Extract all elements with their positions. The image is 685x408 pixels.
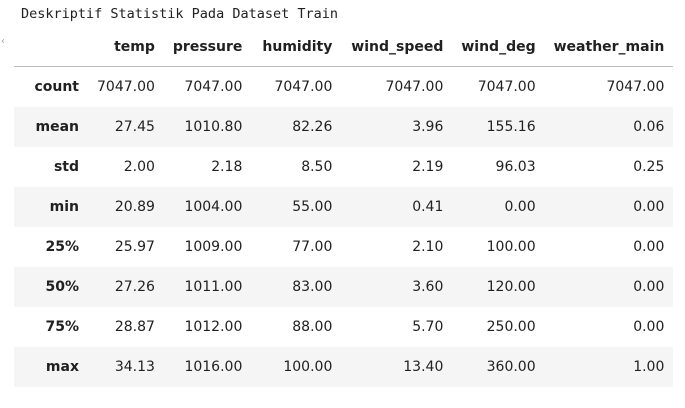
header-pressure: pressure	[163, 28, 252, 67]
table-cell: 2.00	[123, 159, 155, 175]
table-row: min 20.89 1004.00 55.00 0.41 0.00 0.00	[14, 187, 674, 227]
table-cell: 1004.00	[184, 199, 243, 215]
table-cell: 13.40	[403, 359, 444, 375]
table-cell: 27.26	[114, 279, 155, 295]
table-cell: 0.00	[633, 239, 665, 255]
table-row: 25% 25.97 1009.00 77.00 2.10 100.00 0.00	[14, 227, 673, 267]
table-cell: 100.00	[486, 239, 536, 255]
table-row: std 2.00 2.18 8.50 2.19 96.03 0.25	[14, 147, 673, 187]
scroll-indicator-icon: ‹	[0, 36, 4, 47]
table-cell: 27.45	[114, 119, 155, 135]
table-cell: 88.00	[292, 319, 333, 335]
header-index	[14, 28, 88, 67]
header-wind-deg: wind_deg	[452, 28, 545, 67]
row-label: mean	[35, 119, 80, 135]
table-row: mean 27.45 1010.80 82.26 3.96 155.16 0.0…	[14, 107, 674, 147]
table-cell: 0.00	[633, 279, 665, 295]
table-cell: 250.00	[486, 319, 536, 335]
table-cell: 20.89	[114, 199, 155, 215]
table-cell: 34.13	[114, 359, 155, 375]
header-humidity: humidity	[251, 28, 342, 67]
table-cell: 0.06	[633, 119, 665, 135]
table-cell: 1016.00	[184, 359, 243, 375]
row-label: 75%	[45, 319, 79, 335]
table-cell: 0.25	[633, 159, 665, 175]
table-cell: 3.96	[412, 119, 444, 135]
table-cell: 5.70	[412, 319, 444, 335]
table-cell: 7047.00	[97, 79, 155, 95]
table-cell: 7047.00	[274, 79, 333, 95]
table-cell: 83.00	[292, 279, 333, 295]
row-label: max	[45, 359, 79, 375]
table-cell: 360.00	[486, 359, 536, 375]
table-cell: 8.50	[301, 159, 333, 175]
row-label: 25%	[45, 239, 79, 255]
row-label: std	[53, 159, 79, 175]
table-cell: 3.60	[412, 279, 444, 295]
table-cell: 55.00	[292, 199, 333, 215]
table-cell: 7047.00	[606, 79, 665, 95]
table-cell: 7047.00	[385, 79, 444, 95]
table-cell: 2.18	[211, 159, 243, 175]
describe-table: temp pressure humidity wind_speed wind_d…	[14, 28, 674, 387]
table-cell: 0.00	[633, 319, 665, 335]
table-row: max 34.13 1016.00 100.00 13.40 360.00 1.…	[14, 347, 674, 387]
table-row: count 7047.00 7047.00 7047.00 7047.00 70…	[14, 67, 673, 108]
table-cell: 96.03	[495, 159, 536, 175]
table-cell: 120.00	[486, 279, 536, 295]
table-cell: 2.19	[412, 159, 444, 175]
row-label: count	[34, 79, 79, 95]
output-caption: Deskriptif Statistik Pada Dataset Train	[21, 6, 338, 22]
table-cell: 0.00	[504, 199, 536, 215]
table-cell: 28.87	[114, 319, 155, 335]
table-body: count 7047.00 7047.00 7047.00 7047.00 70…	[14, 67, 674, 387]
table-cell: 1010.80	[184, 119, 243, 135]
header-temp: temp	[88, 28, 164, 67]
table-cell: 25.97	[114, 239, 155, 255]
header-row: temp pressure humidity wind_speed wind_d…	[14, 28, 674, 67]
table-cell: 82.26	[292, 119, 333, 135]
table-cell: 0.00	[633, 199, 665, 215]
table-cell: 77.00	[292, 239, 333, 255]
header-wind-speed: wind_speed	[341, 28, 453, 67]
table-cell: 100.00	[283, 359, 333, 375]
row-label: 50%	[45, 279, 79, 295]
table-cell: 1011.00	[184, 279, 243, 295]
header-weather-main: weather_main	[544, 28, 674, 67]
table-cell: 2.10	[412, 239, 444, 255]
table-cell: 155.16	[486, 119, 536, 135]
table-cell: 7047.00	[184, 79, 243, 95]
table-row: 75% 28.87 1012.00 88.00 5.70 250.00 0.00	[14, 307, 673, 347]
table-cell: 0.41	[412, 199, 444, 215]
table-cell: 1009.00	[184, 239, 243, 255]
row-label: min	[49, 199, 79, 215]
table-cell: 1.00	[633, 359, 665, 375]
table-header: temp pressure humidity wind_speed wind_d…	[14, 28, 674, 67]
table-cell: 7047.00	[477, 79, 536, 95]
table-row: 50% 27.26 1011.00 83.00 3.60 120.00 0.00	[14, 267, 674, 307]
table-cell: 1012.00	[184, 319, 243, 335]
